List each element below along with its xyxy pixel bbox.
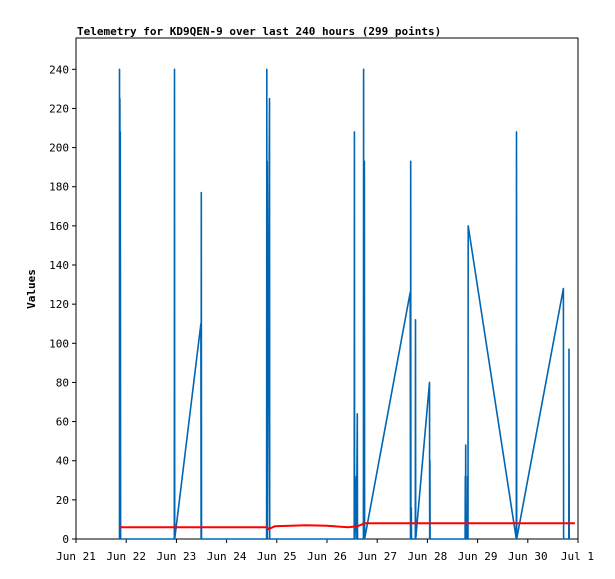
y-tick-label: 180	[49, 181, 69, 194]
x-tick-label: Jun 22	[106, 550, 146, 563]
series-line-1	[119, 522, 575, 531]
y-tick-label: 200	[49, 142, 69, 155]
plot-frame	[75, 37, 579, 540]
series-line-0	[118, 68, 571, 540]
y-tick-label: 220	[49, 102, 69, 115]
y-tick-label: 100	[49, 337, 69, 350]
x-tick-label: Jun 21	[56, 550, 96, 563]
y-tick-label: 20	[56, 494, 69, 507]
x-tick-label: Jun 26	[307, 550, 347, 563]
x-axis: Jun 21 Jun 22 Jun 23 Jun 24 Jun 25 Jun 26 Jun …	[56, 539, 594, 563]
y-tick-label: 80	[56, 376, 69, 389]
x-tick-label: Jun 24	[207, 550, 247, 563]
y-tick-label: 240	[49, 63, 69, 76]
x-tick-label: Jun 27	[357, 550, 397, 563]
series-layer	[118, 68, 575, 540]
x-tick-label: Jun 28	[408, 550, 448, 563]
y-tick-label: 120	[49, 298, 69, 311]
y-axis-label: Values	[25, 269, 38, 309]
y-tick-label: 0	[62, 533, 69, 546]
chart-title: Telemetry for KD9QEN-9 over last 240 hou…	[77, 25, 441, 38]
x-tick-label: Jun 23	[157, 550, 197, 563]
y-tick-label: 60	[56, 416, 69, 429]
y-tick-label: 140	[49, 259, 69, 272]
y-tick-label: 40	[56, 455, 69, 468]
y-tick-label: 160	[49, 220, 69, 233]
y-axis: 0 20 40 60 80 100 120 140 160 180 200 220 240	[49, 63, 76, 546]
x-tick-label: Jun 30	[508, 550, 548, 563]
x-tick-label: Jun 25	[257, 550, 297, 563]
x-tick-label: Jun 29	[458, 550, 498, 563]
x-tick-label: Jul 1	[561, 550, 594, 563]
